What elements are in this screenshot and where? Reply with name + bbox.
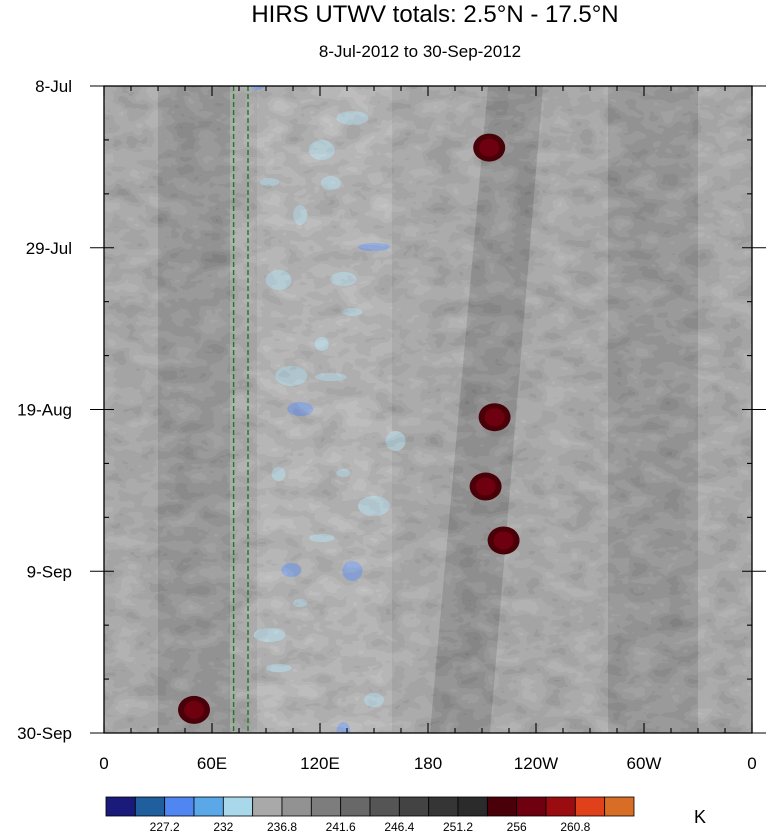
colorbar-swatch bbox=[428, 796, 459, 817]
colorbar: 227.2 232 236.8 241.6 246.4 251.2 256 260.8 bbox=[105, 796, 635, 834]
y-tick-label: 29-Jul bbox=[26, 239, 72, 258]
warm-blob-core bbox=[479, 138, 500, 157]
y-tick-label: 30-Sep bbox=[17, 724, 72, 743]
colorbar-swatch bbox=[369, 796, 400, 817]
colorbar-swatch bbox=[516, 796, 547, 817]
plot-area bbox=[104, 86, 752, 733]
x-tick-label: 60W bbox=[627, 754, 662, 773]
y-tick-label: 19-Aug bbox=[17, 401, 72, 420]
field-texture bbox=[104, 86, 752, 733]
colorbar-label: 246.4 bbox=[384, 820, 414, 834]
colorbar-label: 236.8 bbox=[267, 820, 297, 834]
colorbar-swatch bbox=[340, 796, 371, 817]
chart-title: HIRS UTWV totals: 2.5°N - 17.5°N bbox=[251, 1, 618, 28]
colorbar-label: 227.2 bbox=[150, 820, 180, 834]
field-blobs bbox=[178, 133, 520, 724]
warm-blob-core bbox=[184, 700, 204, 719]
colorbar-swatch bbox=[604, 796, 635, 817]
colorbar-swatch bbox=[574, 796, 606, 817]
x-tick-label: 120W bbox=[514, 754, 558, 773]
x-tick-label: 0 bbox=[747, 754, 756, 773]
colorbar-label: 232 bbox=[213, 820, 233, 834]
colorbar-swatch bbox=[222, 796, 254, 817]
colorbar-swatch bbox=[193, 796, 224, 817]
colorbar-swatch bbox=[105, 796, 136, 817]
colorbar-label: 241.6 bbox=[326, 820, 356, 834]
colorbar-label: 251.2 bbox=[443, 820, 473, 834]
x-tick-label: 0 bbox=[99, 754, 108, 773]
x-tick-label: 180 bbox=[414, 754, 442, 773]
colorbar-swatch bbox=[134, 796, 166, 817]
reference-lines bbox=[232, 86, 249, 733]
y-tick-label: 9-Sep bbox=[27, 562, 72, 581]
warm-blob-core bbox=[493, 531, 514, 550]
colorbar-unit: K bbox=[694, 807, 706, 827]
chart-subtitle: 8-Jul-2012 to 30-Sep-2012 bbox=[319, 42, 521, 61]
colorbar-label: 260.8 bbox=[560, 820, 590, 834]
x-axis: 0 60E 120E 180 120W 60W 0 bbox=[99, 86, 757, 773]
colorbar-swatch bbox=[164, 796, 195, 817]
colorbar-swatch bbox=[281, 796, 312, 817]
y-axis: 8-Jul 29-Jul 19-Aug 9-Sep 30-Sep bbox=[17, 77, 766, 743]
x-tick-label: 120E bbox=[300, 754, 340, 773]
colorbar-swatch bbox=[398, 796, 430, 817]
warm-blob-core bbox=[475, 477, 496, 496]
colorbar-swatch bbox=[486, 796, 518, 817]
colorbar-swatch bbox=[310, 796, 342, 817]
y-tick-label: 8-Jul bbox=[35, 77, 72, 96]
colorbar-label: 256 bbox=[507, 820, 527, 834]
colorbar-swatch bbox=[545, 796, 576, 817]
colorbar-swatch bbox=[252, 796, 283, 817]
colorbar-swatch bbox=[457, 796, 488, 817]
warm-blob-core bbox=[484, 408, 505, 427]
x-tick-label: 60E bbox=[197, 754, 227, 773]
